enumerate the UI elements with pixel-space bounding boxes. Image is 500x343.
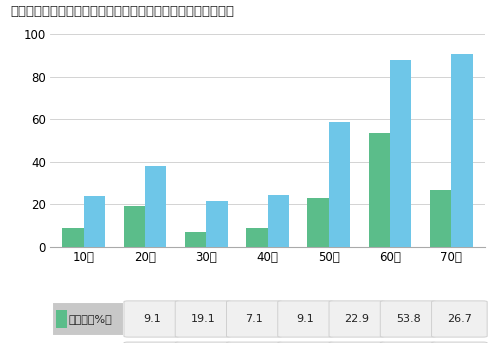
Bar [452,54,472,247]
Bar [368,132,390,247]
Text: 19.1: 19.1 [190,314,216,324]
Bar [308,198,329,247]
Bar [124,206,145,247]
Bar [145,166,167,247]
Bar [62,228,84,247]
FancyBboxPatch shape [175,342,231,343]
FancyBboxPatch shape [380,301,436,337]
Text: 9.1: 9.1 [296,314,314,324]
Bar [329,122,350,247]
FancyBboxPatch shape [175,301,231,337]
FancyBboxPatch shape [226,342,282,343]
Bar [430,190,452,247]
Text: 26.7: 26.7 [447,314,472,324]
Bar [390,60,411,247]
FancyBboxPatch shape [380,342,436,343]
FancyBboxPatch shape [52,302,124,336]
Bar [84,196,105,247]
Text: 53.8: 53.8 [396,314,420,324]
Bar [206,201,228,247]
Bar [246,228,268,247]
Text: 表３　「銀線細工」の認知度と実見の有無（画像・映像含む）: 表３ 「銀線細工」の認知度と実見の有無（画像・映像含む） [10,5,234,18]
Text: 認知度（%）: 認知度（%） [68,314,112,324]
FancyBboxPatch shape [329,342,384,343]
FancyBboxPatch shape [432,342,487,343]
FancyBboxPatch shape [226,301,282,337]
FancyBboxPatch shape [124,342,180,343]
FancyBboxPatch shape [124,301,180,337]
FancyBboxPatch shape [432,301,487,337]
Text: 22.9: 22.9 [344,314,370,324]
Text: 7.1: 7.1 [246,314,263,324]
Bar [56,310,66,328]
FancyBboxPatch shape [329,301,384,337]
Bar [268,196,289,247]
Bar [185,232,206,247]
FancyBboxPatch shape [278,342,334,343]
FancyBboxPatch shape [278,301,334,337]
Text: 9.1: 9.1 [143,314,160,324]
